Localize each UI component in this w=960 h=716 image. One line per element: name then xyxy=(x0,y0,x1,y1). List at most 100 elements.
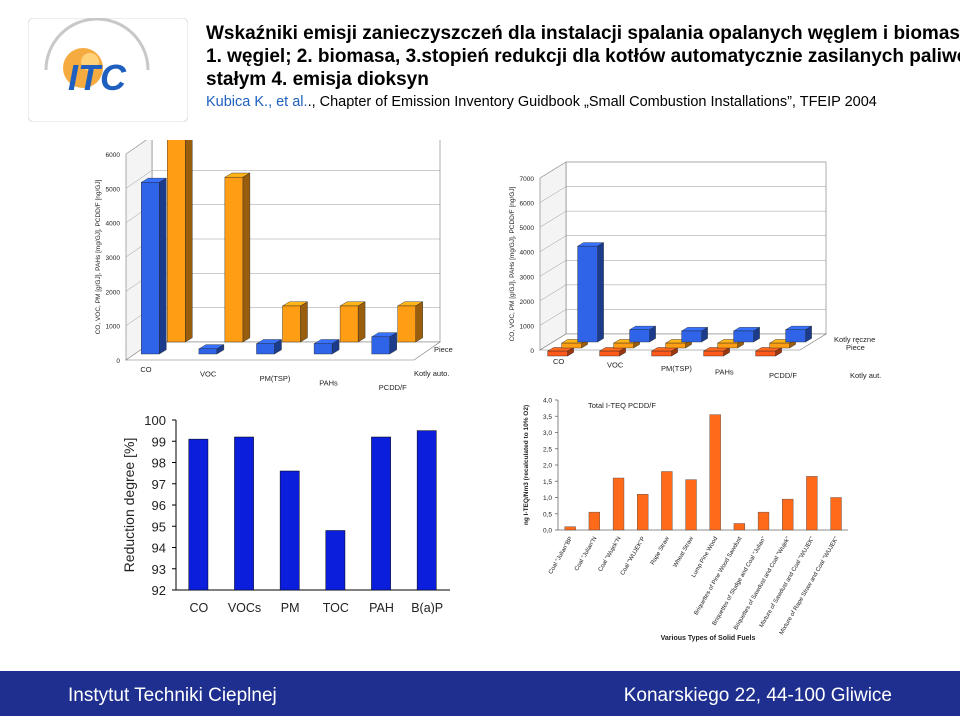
bar xyxy=(416,430,437,591)
gridline xyxy=(539,210,826,228)
bar-front xyxy=(256,343,275,355)
footer-bar: Instytut Techniki Cieplnej Konarskiego 2… xyxy=(0,671,960,716)
gridline xyxy=(539,309,826,326)
bar xyxy=(782,498,794,531)
y-tick-label: 4,0 xyxy=(543,398,552,405)
category-label: Lump Pine Wood xyxy=(691,536,719,579)
category-label: Wheat Straw xyxy=(673,535,696,568)
series-label: Piece xyxy=(434,345,453,354)
x-axis-label: Various Types of Solid Fuels xyxy=(661,635,756,642)
bar-front xyxy=(577,245,598,343)
y-tick-label: 3000 xyxy=(520,274,535,281)
bar xyxy=(140,177,168,355)
bar xyxy=(733,523,746,531)
bar-front xyxy=(397,305,416,343)
bar-side xyxy=(300,301,308,343)
category-label: Coal "Wujek"N xyxy=(598,536,623,573)
category-label: Coal "WUJEK"P xyxy=(620,536,647,576)
bar xyxy=(281,301,309,343)
chart-title: Total I-TEQ PCDD/F xyxy=(588,401,656,410)
bar-front xyxy=(755,350,776,357)
gridline xyxy=(125,170,440,189)
bar-front xyxy=(613,342,634,349)
reference-author: Kubica K., et al. xyxy=(206,94,308,110)
title-line-1: Wskaźniki emisji zanieczyszczeń dla inst… xyxy=(206,23,960,44)
bar xyxy=(588,511,601,531)
bar xyxy=(234,436,254,591)
title-block: Wskaźniki emisji zanieczyszczeń dla inst… xyxy=(206,22,960,110)
y-tick-label: 4000 xyxy=(106,221,121,228)
category-label: Briquettes of Sludge and Coal "Julian" xyxy=(712,536,768,627)
y-tick-label: 4000 xyxy=(520,250,535,257)
bar xyxy=(732,326,761,343)
y-tick-label: 97 xyxy=(152,477,166,492)
bar-front xyxy=(651,350,672,357)
y-tick-label: 93 xyxy=(152,562,166,577)
y-tick-label: 98 xyxy=(152,456,166,471)
y-tick-label: 3,0 xyxy=(543,430,552,437)
bar xyxy=(754,347,783,357)
y-tick-label: 94 xyxy=(152,541,166,556)
y-tick-label: 1,5 xyxy=(543,479,552,486)
bar-front xyxy=(547,350,568,357)
title-line-3: stałym 4. emisja dioksyn xyxy=(206,69,429,90)
series-label: Piece xyxy=(846,343,865,352)
chart-dioxin-emission: 0,0 0,5 1,0 1,5 2,0 2,5 3,0 3,5 4,0 ng I-TEQ/Nm3 … xyxy=(523,398,848,642)
bar xyxy=(628,325,657,343)
y-tick-label: 1,0 xyxy=(543,495,552,502)
y-tick-label: 7000 xyxy=(520,176,535,183)
y-axis-label: CO, VOC, PM [g/GJ], PAHs [mg/GJ], PCDD/F… xyxy=(509,186,516,341)
category-label: PM xyxy=(281,601,300,614)
series-label: Kotly aut. xyxy=(850,371,881,380)
bar xyxy=(198,344,225,355)
category-label: PCDD/F xyxy=(769,371,797,380)
bar-front xyxy=(785,329,806,343)
bar xyxy=(598,347,627,357)
y-tick-label: 1000 xyxy=(106,324,121,331)
category-label: PM(TSP) xyxy=(260,374,291,383)
bar xyxy=(396,301,424,343)
category-label: PAHs xyxy=(715,368,734,377)
y-tick-label: 92 xyxy=(152,583,166,598)
gridline xyxy=(539,260,826,277)
y-tick-label: 5000 xyxy=(520,225,535,232)
bar xyxy=(339,301,366,343)
category-label: TOC xyxy=(323,601,349,614)
category-label: PAH xyxy=(369,601,394,614)
side-wall xyxy=(539,161,567,351)
bar xyxy=(685,479,697,531)
bar xyxy=(224,172,251,343)
bar xyxy=(709,414,721,531)
category-label: VOC xyxy=(200,370,217,379)
y-tick-label: 2000 xyxy=(106,289,121,296)
bar xyxy=(702,347,731,357)
chart-emissions-coal: 0 1000 2000 3000 4000 5000 6000 CO, VOC, PM [g/… xyxy=(95,140,453,392)
category-label: PM(TSP) xyxy=(661,364,692,373)
bar-front xyxy=(339,305,359,343)
y-tick-label: 0 xyxy=(530,348,534,355)
category-label: VOCs xyxy=(228,601,261,614)
bar-front xyxy=(313,343,333,355)
bar-front xyxy=(665,342,686,349)
y-tick-label: 95 xyxy=(152,519,166,534)
category-label: Briquettes of Pine Wood Sawdust xyxy=(694,536,744,617)
bar-front xyxy=(703,350,724,357)
bar-front xyxy=(681,330,702,343)
category-label: CO xyxy=(189,601,208,614)
category-label: B(a)P xyxy=(411,601,443,614)
bar xyxy=(784,325,813,343)
y-tick-label: 2000 xyxy=(520,299,535,306)
y-tick-label: 0,5 xyxy=(543,511,552,518)
y-axis-label: CO, VOC, PM [g/GJ], PAHs [mg/GJ], PCDD/F… xyxy=(95,179,102,334)
bar xyxy=(564,526,576,531)
bar xyxy=(188,438,209,591)
bar xyxy=(650,347,679,357)
title-line-2: 1. węgiel; 2. biomasa, 3.stopień redukcj… xyxy=(206,46,960,67)
bar-front xyxy=(167,140,186,343)
bar-front xyxy=(371,336,390,355)
y-tick-label: 1000 xyxy=(520,323,535,330)
bar xyxy=(370,332,398,355)
bar-side xyxy=(415,301,423,343)
y-tick-label: 0 xyxy=(116,358,120,365)
